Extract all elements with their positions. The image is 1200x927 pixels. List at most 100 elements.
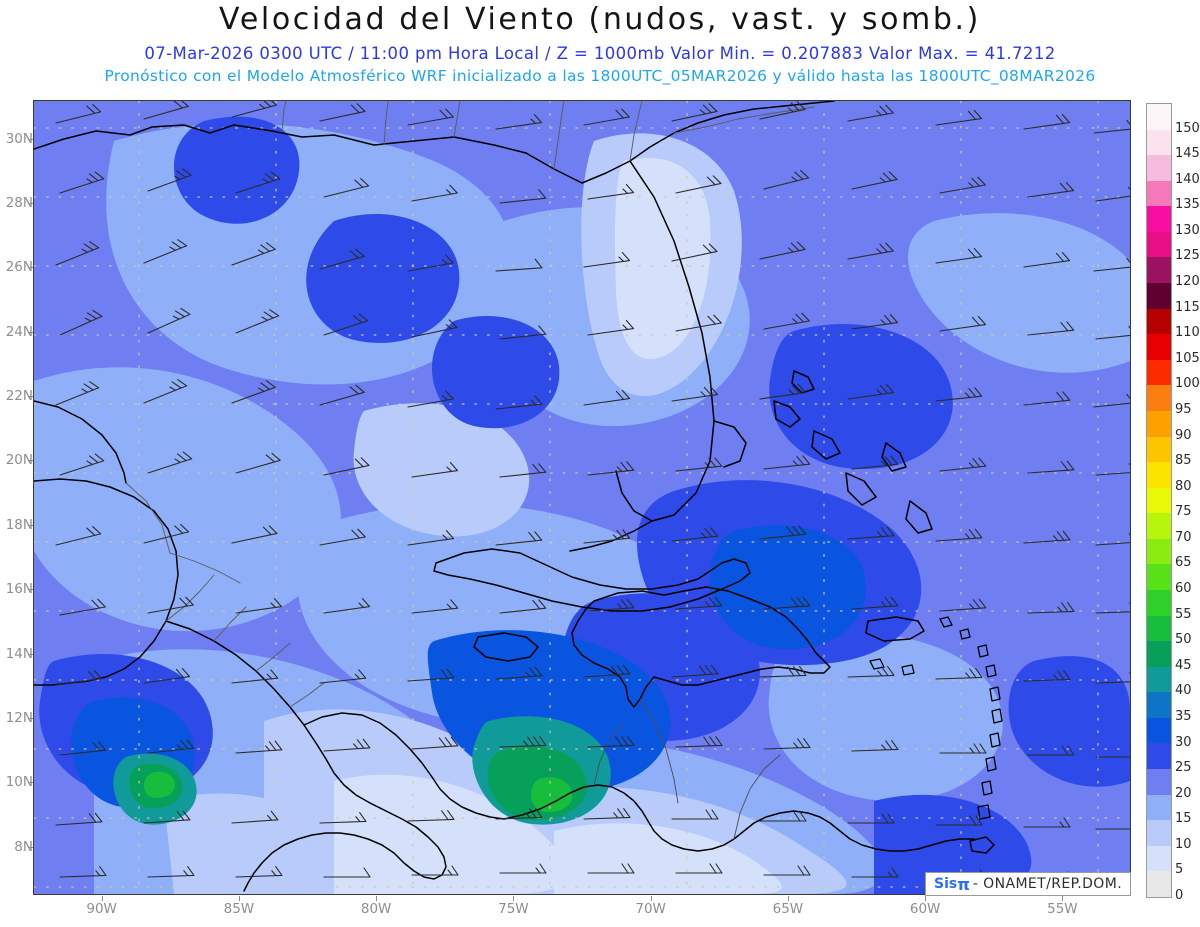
colorbar-tick-label: 65	[1175, 555, 1192, 571]
colorbar-segment	[1147, 692, 1171, 718]
colorbar-tick-label: 10	[1175, 836, 1192, 852]
lat-tick	[28, 460, 33, 462]
colorbar-tick-label: 95	[1175, 401, 1192, 417]
lon-tick	[925, 896, 927, 901]
colorbar-segment	[1147, 104, 1171, 130]
colorbar-tick-label: 0	[1175, 888, 1184, 903]
lat-tick-label: 28N	[5, 194, 33, 211]
colorbar-segment	[1147, 513, 1171, 539]
lon-tick-label: 65W	[772, 901, 804, 917]
colorbar-segment	[1147, 129, 1171, 156]
colorbar-segment	[1147, 462, 1171, 488]
colorbar-segment	[1147, 641, 1171, 667]
colorbar-tick-label: 45	[1175, 657, 1192, 673]
org-label: - ONAMET/REP.DOM.	[972, 876, 1123, 892]
sis-label: Sis	[934, 876, 958, 892]
colorbar-segment	[1147, 538, 1171, 565]
colorbar-tick-label: 130	[1175, 222, 1200, 238]
colorbar-tick-label: 85	[1175, 453, 1192, 469]
colorbar-tick-label: 90	[1175, 427, 1192, 443]
pi-icon: π	[957, 874, 970, 894]
colorbar-segment	[1147, 257, 1171, 284]
lat-tick	[28, 653, 33, 655]
lon-tick	[650, 896, 652, 901]
lat-tick	[28, 717, 33, 719]
colorbar-tick-label: 100	[1175, 376, 1200, 392]
colorbar-tick-label: 70	[1175, 529, 1192, 545]
map-plot-area[interactable]	[33, 100, 1131, 895]
lat-tick	[28, 846, 33, 848]
lon-tick	[376, 896, 378, 901]
lat-tick-label: 12N	[5, 709, 33, 726]
colorbar-segment	[1147, 231, 1171, 258]
lat-tick	[28, 267, 33, 269]
colorbar-segment	[1147, 410, 1171, 437]
lat-tick-label: 18N	[5, 516, 33, 533]
colorbar-segment	[1147, 820, 1171, 846]
colorbar-segment	[1147, 589, 1171, 616]
source-watermark: Sis π - ONAMET/REP.DOM.	[925, 872, 1132, 896]
lon-tick-label: 70W	[635, 901, 666, 917]
lat-tick-label: 30N	[5, 130, 33, 147]
colorbar-tick-label: 60	[1175, 581, 1192, 597]
colorbar-tick-label: 55	[1175, 606, 1192, 622]
colorbar-tick-label: 110	[1175, 325, 1200, 341]
lon-tick	[101, 896, 103, 901]
lat-tick-label: 26N	[5, 259, 33, 276]
colorbar-segment	[1147, 794, 1171, 821]
lon-tick-label: 55W	[1047, 901, 1078, 917]
lat-tick-label: 16N	[5, 581, 33, 598]
colorbar-segment	[1147, 359, 1171, 386]
colorbar-segment	[1147, 666, 1171, 693]
lat-tick	[28, 589, 33, 591]
lon-tick-label: 85W	[223, 901, 255, 917]
colorbar-tick-label: 75	[1175, 504, 1192, 520]
colorbar-tick-label: 120	[1175, 274, 1200, 290]
colorbar-segment	[1147, 206, 1171, 232]
colorbar-tick-label: 40	[1175, 683, 1192, 699]
lon-tick	[1062, 896, 1064, 901]
colorbar-segment	[1147, 334, 1171, 360]
colorbar-segment	[1147, 717, 1171, 744]
lat-tick-label: 10N	[5, 774, 33, 791]
colorbar-tick-label: 80	[1175, 478, 1192, 494]
lat-tick	[28, 782, 33, 784]
colorbar-segment	[1147, 769, 1171, 795]
lat-tick-label: 14N	[5, 645, 33, 662]
colorbar-tick-label: 5	[1175, 862, 1184, 878]
model-annotation: Pronóstico con el Modelo Atmosférico WRF…	[104, 67, 1096, 85]
colorbar-tick-label: 25	[1175, 760, 1192, 776]
colorbar[interactable]	[1146, 103, 1172, 898]
lon-tick	[238, 896, 240, 901]
colorbar-segment	[1147, 283, 1171, 309]
lat-tick-label: 24N	[5, 323, 33, 340]
colorbar-tick-label: 135	[1175, 197, 1200, 213]
colorbar-tick-label: 15	[1175, 811, 1192, 827]
colorbar-tick-label: 125	[1175, 248, 1200, 264]
lat-tick	[28, 202, 33, 204]
lat-tick	[28, 138, 33, 140]
colorbar-segment	[1147, 385, 1171, 411]
colorbar-tick-label: 150	[1175, 120, 1200, 136]
colorbar-tick-label: 145	[1175, 146, 1200, 162]
page-title: Velocidad del Viento (nudos, vast. y som…	[219, 2, 981, 37]
colorbar-segment	[1147, 845, 1171, 872]
colorbar-tick-label: 20	[1175, 785, 1192, 801]
forecast-subtitle: 07-Mar-2026 0300 UTC / 11:00 pm Hora Loc…	[144, 44, 1056, 63]
colorbar-segment	[1147, 436, 1171, 463]
colorbar-segment	[1147, 487, 1171, 514]
lon-tick	[513, 896, 515, 901]
colorbar-tick-label: 140	[1175, 171, 1200, 187]
colorbar-segment	[1147, 871, 1171, 897]
lon-tick-label: 60W	[909, 901, 941, 917]
lat-tick	[28, 524, 33, 526]
wind-speed-field	[34, 101, 1130, 894]
coastlines	[34, 101, 1003, 892]
lat-tick	[28, 331, 33, 333]
colorbar-tick-label: 115	[1175, 299, 1200, 315]
lat-tick	[28, 396, 33, 398]
colorbar-segment	[1147, 564, 1171, 590]
colorbar-segment	[1147, 615, 1171, 642]
lon-tick-label: 75W	[498, 901, 529, 917]
